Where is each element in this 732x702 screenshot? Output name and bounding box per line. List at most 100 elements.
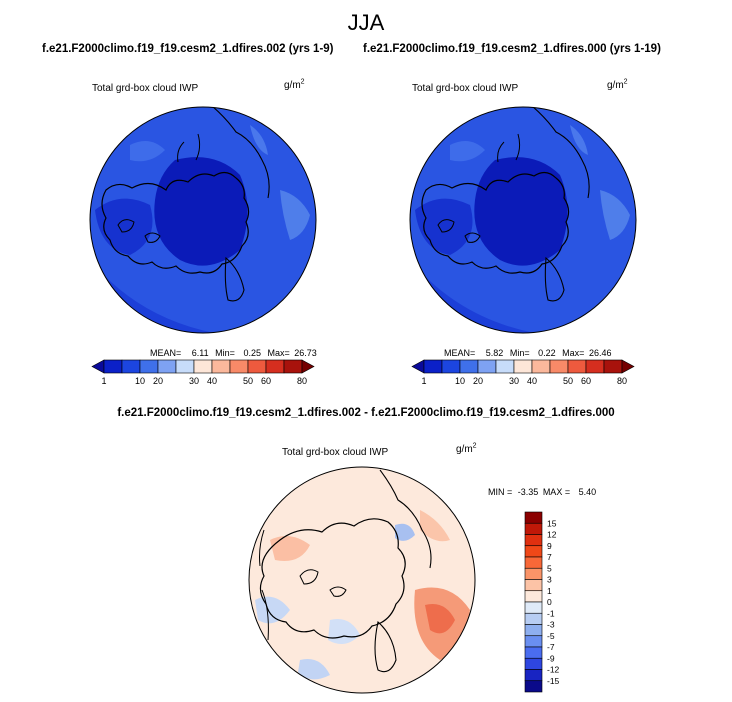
- panel2-coastline-bering: [497, 133, 521, 163]
- panel3-colorbar-tick-label: -1: [547, 608, 555, 618]
- panel3-colorbar-tick-label: 1: [547, 586, 552, 596]
- panel3-min-label: MIN =: [488, 487, 513, 497]
- panel3-colorbar-swatch: [524, 646, 543, 659]
- panel1-colorbar-swatch: [283, 359, 303, 374]
- panel1-coastline-arctic: [101, 171, 250, 274]
- panel2-min-value: 0.22: [538, 348, 556, 358]
- panel1-stats: MEAN= 6.11 Min= 0.25 Max= 26.73: [150, 348, 317, 358]
- panel3-colorbar-swatch: [524, 635, 543, 648]
- panel3-colorbar-swatch: [524, 534, 543, 547]
- panel3-stats: MIN = -3.35 MAX = 5.40: [488, 487, 596, 497]
- panel2-map: [410, 107, 636, 333]
- panel1-colorbar-tick-label: 1: [101, 376, 106, 386]
- panel3-colorbar-swatch: [524, 590, 543, 603]
- panel1-colorbar-swatch: [175, 359, 195, 374]
- panel3-colorbar-tick-label: -9: [547, 653, 555, 663]
- panel2-fill-pacific: [450, 141, 485, 162]
- panel3-colorbar-swatch: [524, 522, 543, 535]
- panel1-colorbar-swatch: [157, 359, 177, 374]
- panel2-colorbar-swatch: [531, 359, 551, 374]
- panel3-fill-pos-3: [270, 536, 310, 561]
- panel1-fill-atlantic: [280, 190, 310, 240]
- panel3-colorbar-swatch: [524, 669, 543, 682]
- panel1-colorbar-cap-low: [91, 359, 105, 374]
- panel3-fill-neg-1: [255, 596, 290, 624]
- panel2-colorbar-tick-label: 60: [581, 376, 591, 386]
- panel3-coastline-islands: [299, 569, 347, 597]
- panel3-coastline-eurasia: [379, 469, 432, 569]
- panel3-colorbar-tick-label: 7: [547, 552, 552, 562]
- panel3-map: [249, 467, 475, 693]
- panel3-fill-pos-4: [420, 510, 450, 542]
- run-label-left: f.e21.F2000climo.f19_f19.cesm2_1.dfires.…: [42, 43, 334, 55]
- panel3-colorbar-tick-label: 12: [547, 530, 557, 540]
- panel3-colorbar-tick-label: -7: [547, 642, 555, 652]
- panel3-units: g/m2: [456, 442, 477, 455]
- panel3-colorbar-tick-label: -15: [547, 676, 560, 686]
- panel2-fill-arctic: [474, 157, 568, 266]
- panel3-colorbar-swatch: [524, 545, 543, 558]
- panel1-colorbar-cap-high: [301, 359, 315, 374]
- panel1-min-value: 0.25: [243, 348, 261, 358]
- panel3-variable-label: Total grd-box cloud IWP: [282, 447, 389, 458]
- panel1-fill-siberia: [250, 125, 268, 155]
- panel3-colorbar-tick-label: 3: [547, 575, 552, 585]
- panel1-fill-arctic: [154, 157, 248, 266]
- panel2-max-value: 26.46: [588, 348, 612, 358]
- panel3-max-label: MAX =: [542, 487, 571, 497]
- panel1-colorbar-tick-label: 30: [189, 376, 199, 386]
- panel1-fill-canada: [95, 198, 153, 255]
- panel2-colorbar-cap-low: [411, 359, 425, 374]
- panel2-colorbar-tick-label: 20: [473, 376, 483, 386]
- panel2-mean-label: MEAN=: [444, 348, 476, 358]
- panel2-colorbar-cap-high: [621, 359, 635, 374]
- panel1-colorbar: 1 10 20 30 40 50 60 80: [91, 359, 315, 386]
- panel2-colorbar-swatch: [513, 359, 533, 374]
- panel2-max-label: Max=: [562, 348, 585, 358]
- panel2-colorbar-swatch: [423, 359, 443, 374]
- panel1-map-border: [89, 106, 317, 334]
- panel2-colorbar-tick-label: 10: [455, 376, 465, 386]
- panel2-coastline-eurasia: [531, 107, 590, 199]
- panel2-coastline-scandinavia: [544, 256, 565, 302]
- panel1-max-label: Max=: [267, 348, 290, 358]
- panel3-coastline-scandinavia: [374, 620, 397, 673]
- panel1-max-value: 26.73: [294, 348, 317, 358]
- panel1-min-label: Min=: [215, 348, 235, 358]
- panel3-fill-pos-2: [425, 604, 455, 634]
- panel1-colorbar-swatch: [247, 359, 267, 374]
- panel2-units: g/m2: [607, 78, 628, 91]
- panel3-colorbar-swatch: [524, 556, 543, 569]
- panel3-colorbar-tick-label: 9: [547, 541, 552, 551]
- panel1-colorbar-swatch: [229, 359, 249, 374]
- panel1-colorbar-swatch: [121, 359, 141, 374]
- panel3-colorbar-tick-label: 0: [547, 597, 552, 607]
- difference-label: f.e21.F2000climo.f19_f19.cesm2_1.dfires.…: [117, 407, 615, 419]
- panel3-colorbar-tick-label: -5: [547, 631, 555, 641]
- panel2-mean-value: 5.82: [485, 348, 504, 358]
- panel1-units: g/m2: [284, 78, 305, 91]
- panel2-colorbar-swatch: [567, 359, 587, 374]
- panel3-fill-neg-3: [395, 523, 415, 541]
- panel3-map-border: [248, 466, 476, 694]
- panel1-colorbar-swatch: [265, 359, 285, 374]
- panel2-colorbar-swatch: [441, 359, 461, 374]
- panel2-fill-atlantic: [600, 190, 630, 240]
- figure-title: JJA: [347, 10, 385, 35]
- panel3-colorbar-swatch: [524, 601, 543, 614]
- panel3-colorbar-swatch: [524, 567, 543, 580]
- panel2-map-border: [409, 106, 637, 334]
- panel1-variable-label: Total grd-box cloud IWP: [92, 83, 199, 94]
- panel3-colorbar-swatch: [524, 624, 543, 637]
- panel1-colorbar-swatch: [139, 359, 159, 374]
- panel1-colorbar-swatch: [103, 359, 123, 374]
- panel3-colorbar-swatch: [524, 680, 543, 693]
- panel2-min-label: Min=: [509, 348, 530, 358]
- panel2-stats: MEAN= 5.82 Min= 0.22 Max= 26.46: [444, 348, 611, 358]
- panel3-coastline-west: [259, 529, 269, 641]
- panel1-map: [90, 107, 316, 333]
- panel3-colorbar-swatch: [524, 511, 543, 524]
- panel3-min-value: -3.35: [517, 487, 539, 497]
- panel3-colorbar-tick-label: 15: [547, 518, 557, 528]
